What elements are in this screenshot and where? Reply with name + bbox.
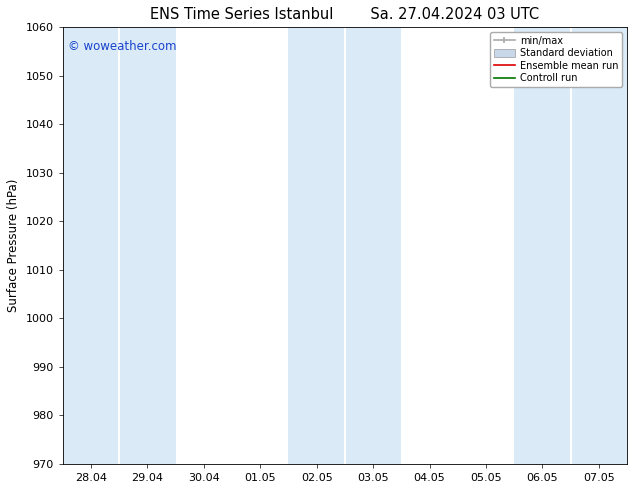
Y-axis label: Surface Pressure (hPa): Surface Pressure (hPa): [7, 179, 20, 312]
Bar: [288, 27, 401, 464]
Bar: [514, 27, 627, 464]
Text: © woweather.com: © woweather.com: [68, 40, 177, 53]
Bar: [63, 27, 176, 464]
Title: ENS Time Series Istanbul        Sa. 27.04.2024 03 UTC: ENS Time Series Istanbul Sa. 27.04.2024 …: [150, 7, 540, 22]
Legend: min/max, Standard deviation, Ensemble mean run, Controll run: min/max, Standard deviation, Ensemble me…: [489, 32, 622, 87]
